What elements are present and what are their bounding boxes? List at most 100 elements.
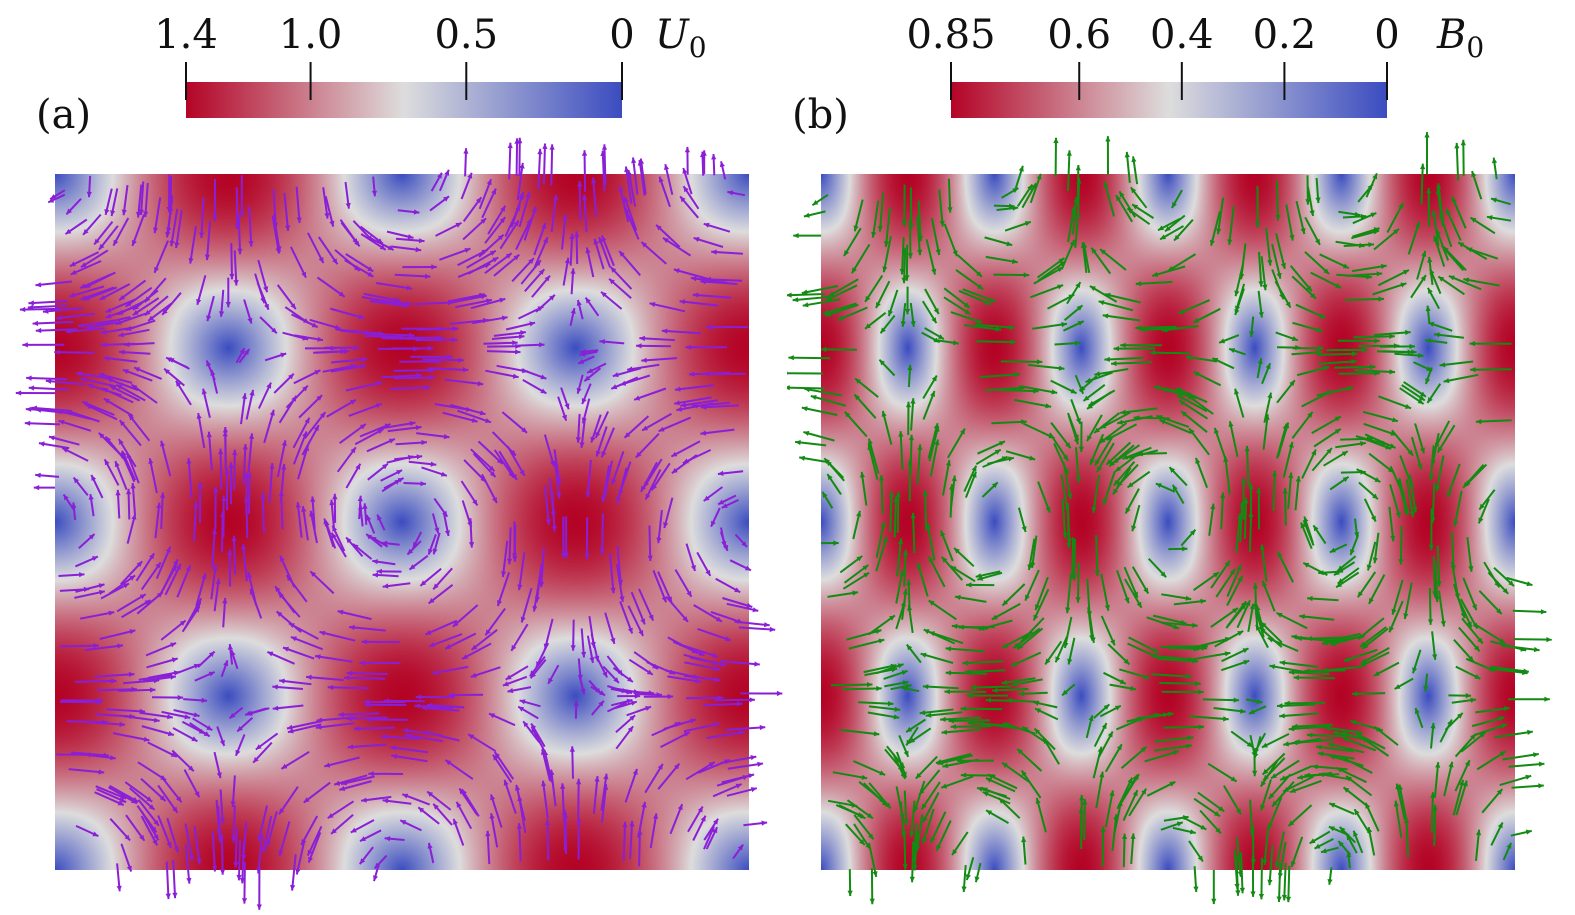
vector-arrow [290,246,307,279]
vector-arrow [664,163,674,195]
vector-arrow [286,720,321,730]
vector-arrow [146,657,178,669]
vector-arrow [1192,651,1231,661]
vector-arrow [843,564,869,584]
vector-arrow [363,292,401,303]
vector-arrow [1391,579,1404,615]
vector-arrow [394,454,423,461]
vector-arrow [59,643,99,649]
vector-arrow [1235,837,1243,877]
vector-arrow [257,259,269,293]
vector-arrow [1293,675,1336,681]
vector-arrow [1487,571,1509,595]
vector-arrow [472,452,497,478]
vector-arrow [266,650,296,665]
vector-arrow [1435,455,1445,492]
vector-arrow [72,476,89,497]
vector-arrow [174,210,183,249]
vector-arrow [967,720,1009,727]
vector-arrow [412,531,423,549]
vector-arrow [878,475,885,514]
vector-arrow [123,341,155,348]
vector-arrow [901,247,907,284]
vector-arrow [1050,421,1072,449]
vector-arrow [384,836,405,842]
vector-arrow [924,327,945,340]
vector-arrow [35,327,77,334]
vector-arrow [1365,172,1378,198]
vector-arrow [877,192,885,232]
vector-arrow [427,367,469,373]
vector-arrow [560,387,570,410]
vector-arrow [336,446,357,473]
vector-arrow [430,172,443,192]
vector-arrow [975,323,1015,330]
vector-arrow [489,813,499,848]
vector-arrow [393,367,435,373]
vector-arrow [1258,251,1264,287]
vector-arrow [322,363,357,373]
vector-arrow [344,259,374,278]
vector-arrow [103,397,134,417]
vector-arrow [517,342,545,348]
vector-arrow [1209,211,1221,247]
vector-arrow [124,286,153,308]
vector-arrow [353,725,395,732]
vector-arrow [878,359,896,377]
vector-arrow [118,328,150,338]
vector-arrow [985,697,1024,703]
vector-arrow [1425,305,1431,325]
vector-arrow [357,495,363,520]
vector-arrow [890,683,912,691]
vector-arrow [704,371,746,377]
vector-arrow [667,636,699,655]
vector-arrow [657,762,681,790]
vector-arrow [975,339,1016,345]
vector-arrow [1213,427,1228,462]
vector-arrow [1476,750,1507,771]
vector-arrow [1356,468,1381,483]
vector-arrow [222,597,228,628]
vector-arrow [1131,203,1155,219]
vector-arrow [1126,470,1151,489]
vector-arrow [945,646,985,653]
vector-arrow [1005,450,1036,461]
vector-arrow [910,398,916,431]
vector-arrow [463,148,469,177]
vector-arrow [1082,384,1106,402]
vector-arrow [1240,478,1247,520]
vector-arrow [387,425,422,433]
vector-arrow [682,448,712,465]
vector-arrow [1029,173,1042,204]
vector-arrow [961,865,967,893]
vector-arrow [444,632,477,650]
vector-arrow [845,823,866,846]
vector-arrow [1108,444,1135,468]
vector-arrow [352,220,374,242]
vector-arrow [382,582,411,589]
vector-arrow [1466,537,1474,572]
vector-arrow [413,300,454,306]
vector-arrow [444,378,484,387]
vector-arrow [998,388,1039,394]
vector-arrow [395,237,425,244]
vector-arrow [166,817,179,853]
vector-arrow [1507,696,1550,702]
vector-arrow [634,692,663,698]
vector-arrow [278,678,312,686]
vector-arrow [692,292,732,299]
vector-arrow [715,577,741,594]
vector-arrow [1223,785,1242,815]
vector-arrow [1195,636,1232,649]
vector-arrow [216,726,226,747]
vector-arrow [237,214,243,255]
vector-arrow [141,725,175,737]
vector-arrow [1316,386,1354,397]
vector-arrow [1327,867,1333,885]
vector-arrow [1049,432,1069,462]
vector-arrow [401,326,443,332]
vector-arrow [1102,313,1141,322]
vector-arrow [1502,842,1513,861]
vector-arrow [1027,538,1036,571]
vector-arrow [1263,392,1273,423]
